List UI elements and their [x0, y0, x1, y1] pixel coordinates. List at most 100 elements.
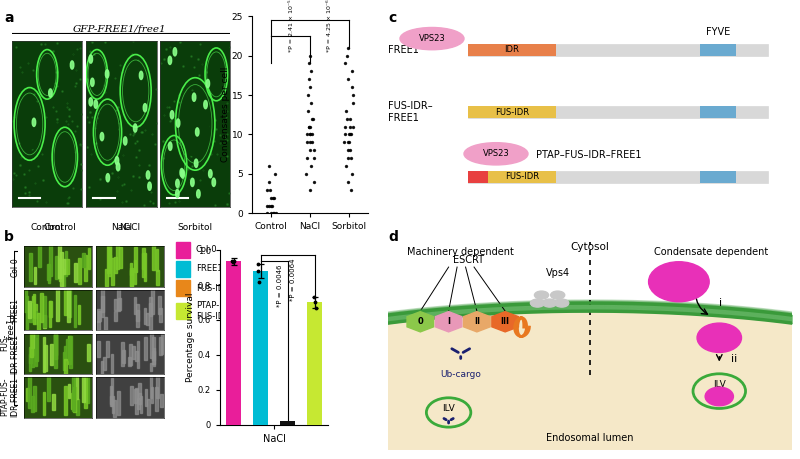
Text: Control: Control	[44, 223, 76, 232]
Text: a: a	[4, 11, 14, 26]
Circle shape	[173, 48, 177, 56]
Bar	[136, 304, 139, 321]
Bar	[153, 348, 155, 366]
Bar	[140, 396, 142, 413]
Bar	[54, 328, 57, 359]
Bar	[114, 311, 117, 321]
Bar	[34, 311, 38, 324]
Text: ESCRT: ESCRT	[454, 255, 484, 265]
Text: I: I	[447, 317, 450, 326]
Text: c: c	[388, 11, 396, 26]
Circle shape	[166, 145, 183, 186]
Bar	[117, 285, 119, 311]
Circle shape	[180, 168, 183, 177]
Bar	[112, 396, 114, 413]
Bar	[468, 106, 768, 118]
Bar	[62, 269, 65, 286]
Circle shape	[148, 182, 151, 190]
Text: *P = 0.0046: *P = 0.0046	[277, 264, 282, 307]
Bar	[47, 368, 50, 401]
Bar	[468, 170, 488, 183]
Bar	[28, 375, 31, 408]
Bar	[84, 255, 86, 281]
Bar	[111, 258, 114, 285]
Bar	[134, 247, 137, 272]
Bar	[119, 247, 122, 268]
Bar	[47, 263, 50, 280]
Circle shape	[139, 71, 143, 79]
Bar	[103, 357, 106, 370]
Bar	[122, 350, 125, 363]
Bar	[130, 386, 133, 405]
Text: NaCl: NaCl	[119, 223, 140, 232]
Text: i: i	[719, 298, 722, 308]
Bar	[49, 241, 51, 276]
Circle shape	[192, 93, 196, 101]
Bar	[31, 330, 34, 355]
Bar	[43, 296, 46, 327]
Bar	[31, 396, 34, 412]
Bar	[71, 393, 74, 409]
Bar	[149, 302, 152, 330]
Bar	[143, 308, 146, 324]
Ellipse shape	[554, 299, 569, 307]
Bar	[101, 361, 103, 374]
Text: VPS23: VPS23	[418, 34, 446, 43]
Bar	[67, 290, 70, 322]
Bar	[37, 313, 40, 330]
Circle shape	[181, 170, 185, 178]
Bar	[128, 357, 131, 366]
Bar	[50, 344, 53, 365]
Text: II: II	[474, 317, 480, 326]
Bar	[73, 387, 76, 412]
Bar	[118, 297, 121, 310]
Ellipse shape	[400, 28, 464, 50]
Bar	[42, 337, 46, 372]
Bar	[84, 375, 87, 408]
Bar	[136, 310, 138, 327]
Bar	[42, 392, 46, 415]
Text: FUS-IDR: FUS-IDR	[505, 172, 539, 181]
Text: FYVE: FYVE	[706, 27, 730, 37]
Text: FREE1: FREE1	[10, 298, 19, 322]
Bar	[73, 375, 75, 411]
Bar	[700, 106, 736, 118]
Bar	[161, 394, 163, 407]
Bar	[142, 248, 145, 277]
Bar	[150, 297, 152, 316]
Bar	[43, 315, 46, 328]
Bar	[68, 384, 70, 398]
Text: b: b	[4, 230, 14, 245]
Bar	[137, 398, 140, 409]
Bar	[110, 353, 114, 373]
Circle shape	[100, 133, 104, 141]
Bar	[82, 253, 85, 267]
Circle shape	[32, 118, 36, 126]
Bar	[117, 391, 120, 415]
Bar	[34, 386, 36, 411]
Circle shape	[70, 61, 74, 69]
Bar	[144, 337, 146, 360]
Bar	[113, 400, 116, 417]
Bar	[77, 399, 79, 414]
Circle shape	[106, 174, 110, 182]
Ellipse shape	[464, 143, 528, 165]
Bar	[153, 337, 155, 364]
Bar	[82, 373, 85, 402]
Bar	[48, 264, 50, 283]
Text: FUS-IDR: FUS-IDR	[495, 107, 529, 117]
Bar	[134, 351, 138, 361]
Bar	[62, 352, 66, 370]
Bar	[156, 270, 159, 285]
Circle shape	[195, 128, 199, 136]
Bar	[58, 258, 62, 274]
Bar	[30, 327, 33, 357]
Bar	[63, 346, 66, 360]
Circle shape	[206, 79, 210, 88]
Bar	[33, 294, 35, 324]
Circle shape	[18, 99, 41, 149]
Bar	[68, 336, 71, 364]
Bar	[62, 258, 66, 274]
Bar	[64, 281, 67, 315]
Bar	[135, 388, 138, 414]
